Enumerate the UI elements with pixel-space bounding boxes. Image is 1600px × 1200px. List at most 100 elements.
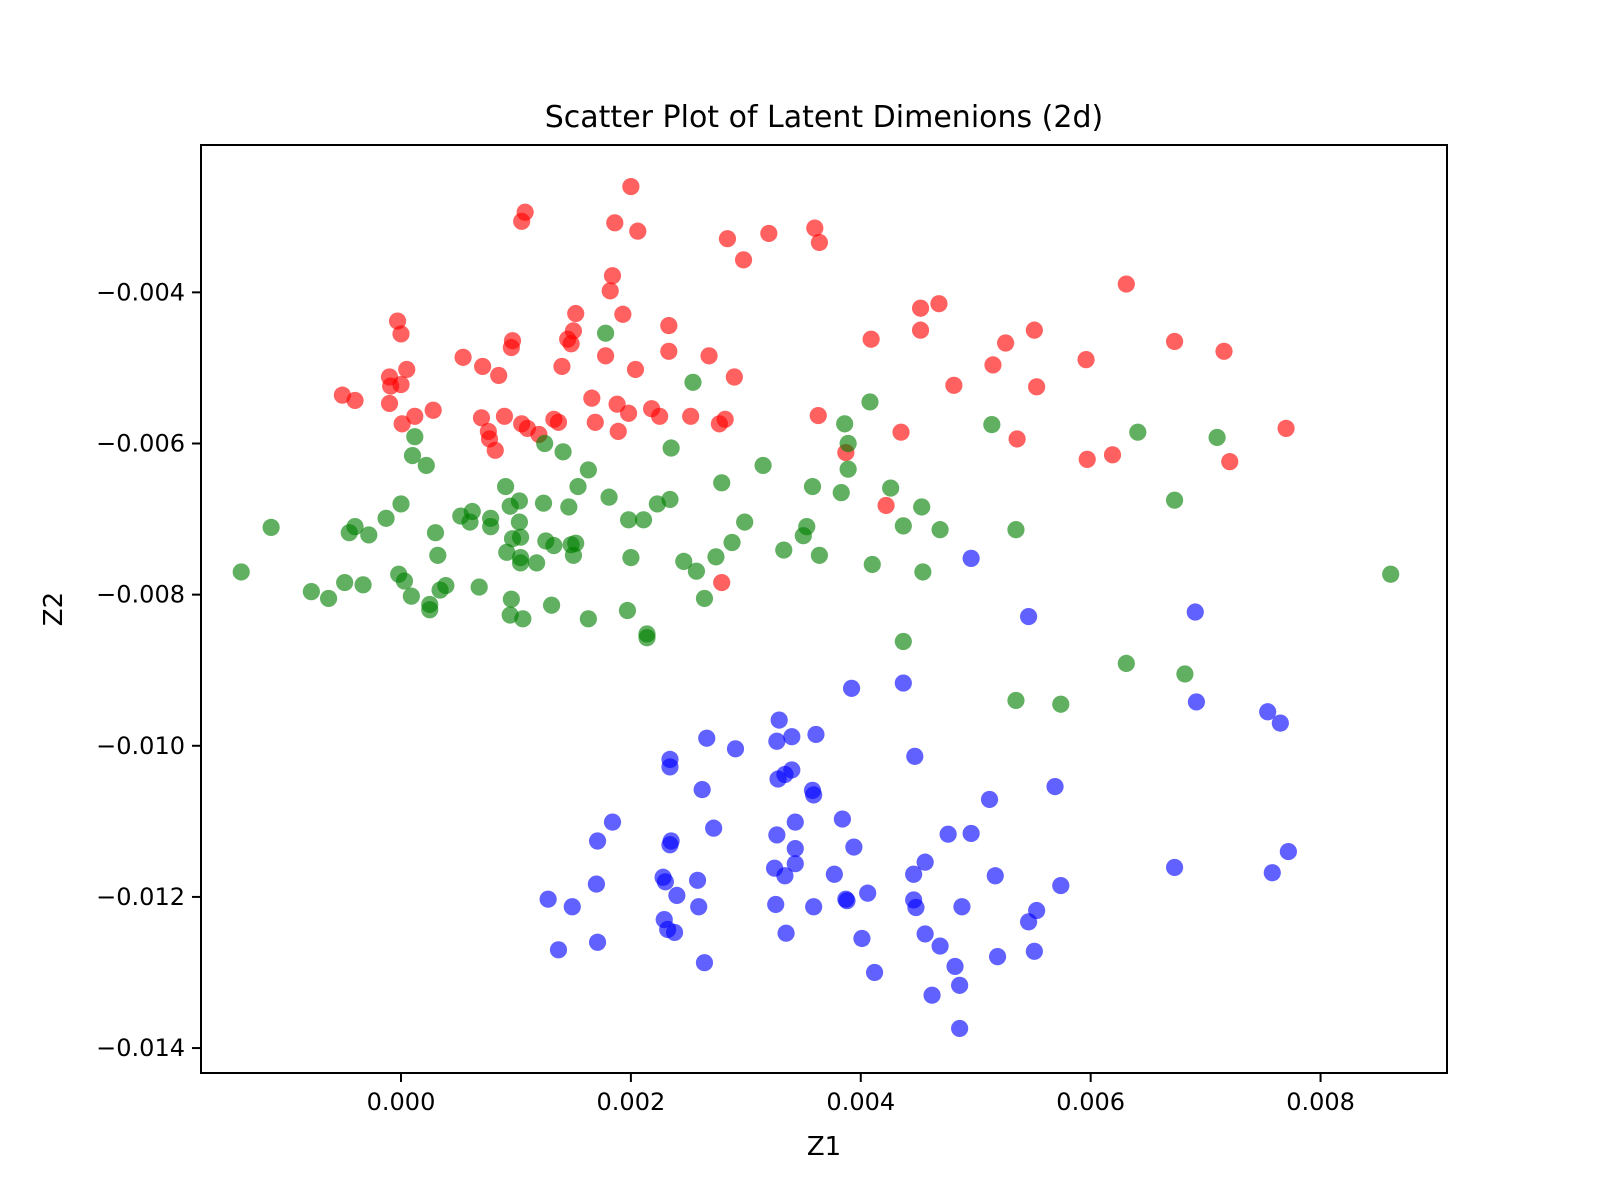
scatter-point: [403, 446, 422, 465]
scatter-point: [767, 895, 785, 914]
scatter-point: [417, 456, 435, 475]
scatter-point: [698, 729, 716, 747]
scatter-point: [892, 423, 910, 441]
scatter-point: [402, 587, 420, 605]
scatter-point: [916, 925, 934, 943]
scatter-point: [579, 610, 597, 628]
scatter-point: [498, 543, 516, 561]
scatter-point: [1007, 521, 1025, 539]
scatter-point: [651, 407, 669, 425]
scatter-point: [553, 357, 571, 376]
scatter-point: [600, 488, 618, 506]
scatter-point: [534, 494, 553, 512]
scatter-point: [1271, 714, 1289, 732]
axis-ticks: 0.000 0.002 0.004 0.006 0.008 −0.004 −0.006 −0.…: [96, 278, 1355, 1116]
scatter-point: [424, 401, 442, 419]
scatter-point: [569, 477, 587, 496]
scatter-point: [1208, 428, 1226, 447]
scatter-point: [346, 391, 364, 410]
scatter-point: [608, 395, 626, 413]
scatter-point: [946, 957, 964, 976]
scatter-point: [1103, 446, 1122, 464]
scatter-point: [863, 555, 881, 574]
scatter-point: [923, 986, 941, 1004]
scatter-point: [882, 479, 900, 497]
y-tick-label: −0.010: [96, 732, 185, 760]
scatter-point: [845, 838, 863, 856]
scatter-point: [839, 434, 857, 453]
scatter-point: [668, 886, 686, 905]
chart-title: Scatter Plot of Latent Dimenions (2d): [545, 100, 1103, 135]
scatter-point: [718, 230, 737, 248]
scatter-point: [665, 923, 684, 942]
scatter-point: [601, 282, 619, 300]
scatter-point: [1221, 453, 1239, 471]
scatter-point: [754, 456, 772, 475]
scatter-point: [634, 511, 653, 529]
scatter-point: [474, 357, 492, 376]
scatter-point: [786, 855, 804, 873]
scatter-point: [395, 572, 414, 590]
scatter-point: [930, 295, 948, 313]
scatter-point: [1187, 693, 1206, 711]
scatter-point: [859, 884, 877, 902]
scatter-point: [380, 394, 399, 413]
scatter-point: [997, 334, 1015, 352]
scatter-point: [1008, 430, 1026, 448]
scatter-point: [622, 549, 640, 567]
scatter-point: [1165, 858, 1184, 877]
scatter-point: [953, 898, 971, 916]
scatter-point: [803, 477, 822, 496]
scatter-point: [962, 549, 980, 567]
scatter-point: [609, 422, 627, 441]
scatter-point: [502, 590, 520, 608]
scatter-point: [514, 610, 532, 628]
scatter-point: [588, 933, 607, 951]
scatter-point: [776, 867, 794, 885]
scatter-point: [597, 347, 615, 365]
scatter-point: [262, 518, 280, 536]
scatter-point: [539, 890, 557, 908]
scatter-point: [988, 948, 1007, 966]
scatter-point: [1165, 491, 1184, 509]
scatter-point: [809, 406, 827, 425]
scatter-point: [726, 740, 745, 758]
scatter-point: [398, 360, 416, 379]
scatter-point: [734, 251, 753, 269]
scatter-point: [536, 434, 554, 453]
scatter-point: [1028, 378, 1046, 396]
scatter-point: [656, 873, 674, 891]
x-tick-label: 0.002: [597, 1088, 666, 1116]
scatter-point: [511, 528, 530, 546]
scatter-point: [695, 954, 714, 972]
scatter-point: [392, 325, 410, 343]
scatter-point: [833, 810, 851, 828]
scatter-point: [768, 826, 786, 844]
scatter-point: [661, 758, 679, 776]
scatter-point: [825, 865, 843, 883]
scatter-point: [429, 546, 447, 564]
scatter-point: [461, 513, 479, 531]
scatter-point: [861, 393, 879, 411]
scatter-point: [894, 674, 912, 692]
scatter-point: [660, 342, 678, 360]
scatter-point: [1117, 275, 1135, 293]
scatter-point: [682, 407, 700, 425]
y-axis-label: Z2: [39, 592, 69, 626]
scatter-point: [687, 562, 706, 580]
scatter-point: [392, 495, 410, 513]
scatter-point: [736, 513, 754, 531]
scatter-point: [770, 711, 788, 729]
scatter-point: [777, 924, 795, 942]
series-2: [539, 549, 1297, 1038]
scatter-point: [393, 415, 411, 433]
scatter-point: [1279, 842, 1297, 861]
scatter-point: [786, 839, 804, 858]
scatter-point: [511, 554, 530, 572]
scatter-point: [693, 781, 711, 799]
y-tick-label: −0.004: [96, 278, 185, 306]
scatter-point: [1382, 565, 1400, 583]
scatter-point: [1165, 332, 1184, 351]
scatter-point: [549, 413, 568, 431]
